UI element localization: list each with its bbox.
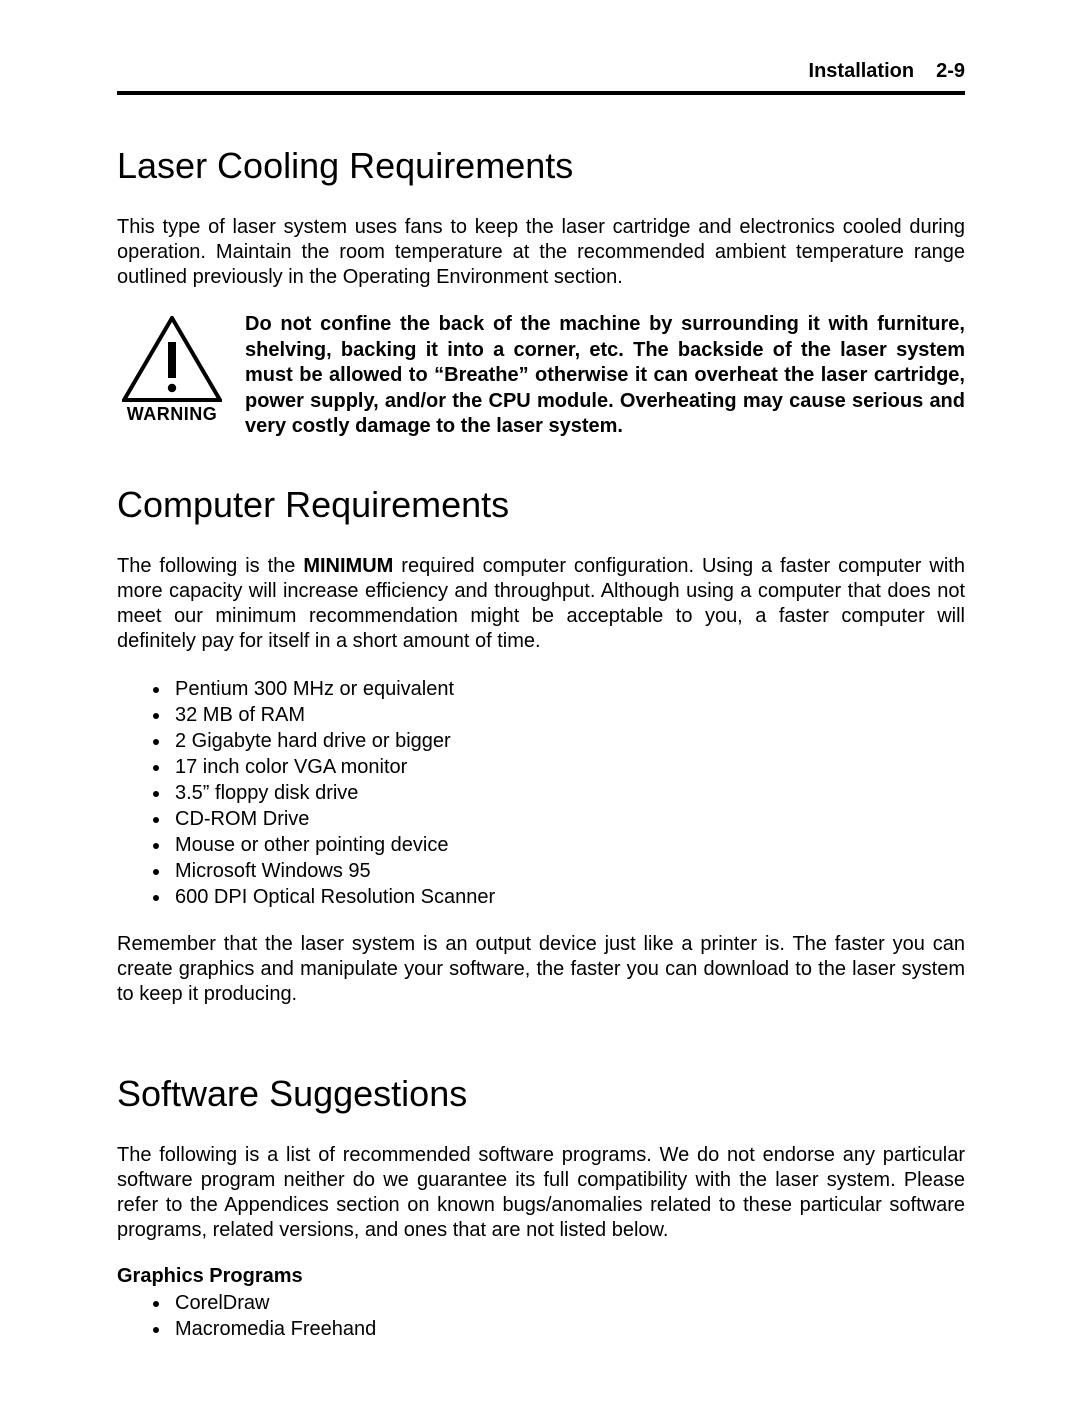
list-item: Mouse or other pointing device: [171, 832, 965, 858]
computer-req-paragraph-2: Remember that the laser system is an out…: [117, 932, 965, 1007]
header-section: Installation: [809, 60, 915, 83]
laser-cooling-paragraph: This type of laser system uses fans to k…: [117, 215, 965, 290]
warning-text: Do not confine the back of the machine b…: [245, 312, 965, 440]
warning-icon: WARNING: [117, 312, 227, 425]
heading-laser-cooling: Laser Cooling Requirements: [117, 145, 965, 187]
list-item: Pentium 300 MHz or equivalent: [171, 676, 965, 702]
page-header: Installation 2-9: [117, 60, 965, 91]
list-item: Macromedia Freehand: [171, 1316, 965, 1342]
list-item: CorelDraw: [171, 1290, 965, 1316]
computer-req-minimum: MINIMUM: [303, 555, 393, 577]
warning-label: WARNING: [127, 404, 218, 425]
list-item: 32 MB of RAM: [171, 702, 965, 728]
graphics-programs-list: CorelDraw Macromedia Freehand: [117, 1290, 965, 1342]
computer-req-paragraph-1: The following is the MINIMUM required co…: [117, 554, 965, 654]
list-item: 600 DPI Optical Resolution Scanner: [171, 884, 965, 910]
list-item: 17 inch color VGA monitor: [171, 754, 965, 780]
list-item: CD-ROM Drive: [171, 806, 965, 832]
graphics-programs-heading: Graphics Programs: [117, 1265, 965, 1288]
list-item: 3.5” floppy disk drive: [171, 780, 965, 806]
software-paragraph: The following is a list of recommended s…: [117, 1143, 965, 1243]
warning-block: WARNING Do not confine the back of the m…: [117, 312, 965, 440]
heading-computer-requirements: Computer Requirements: [117, 484, 965, 526]
list-item: Microsoft Windows 95: [171, 858, 965, 884]
list-item: 2 Gigabyte hard drive or bigger: [171, 728, 965, 754]
header-page-number: 2-9: [936, 60, 965, 83]
computer-req-list: Pentium 300 MHz or equivalent 32 MB of R…: [117, 676, 965, 910]
page: Installation 2-9 Laser Cooling Requireme…: [0, 0, 1080, 1402]
computer-req-p1-before: The following is the: [117, 555, 303, 577]
heading-software-suggestions: Software Suggestions: [117, 1073, 965, 1115]
header-rule: [117, 91, 965, 95]
